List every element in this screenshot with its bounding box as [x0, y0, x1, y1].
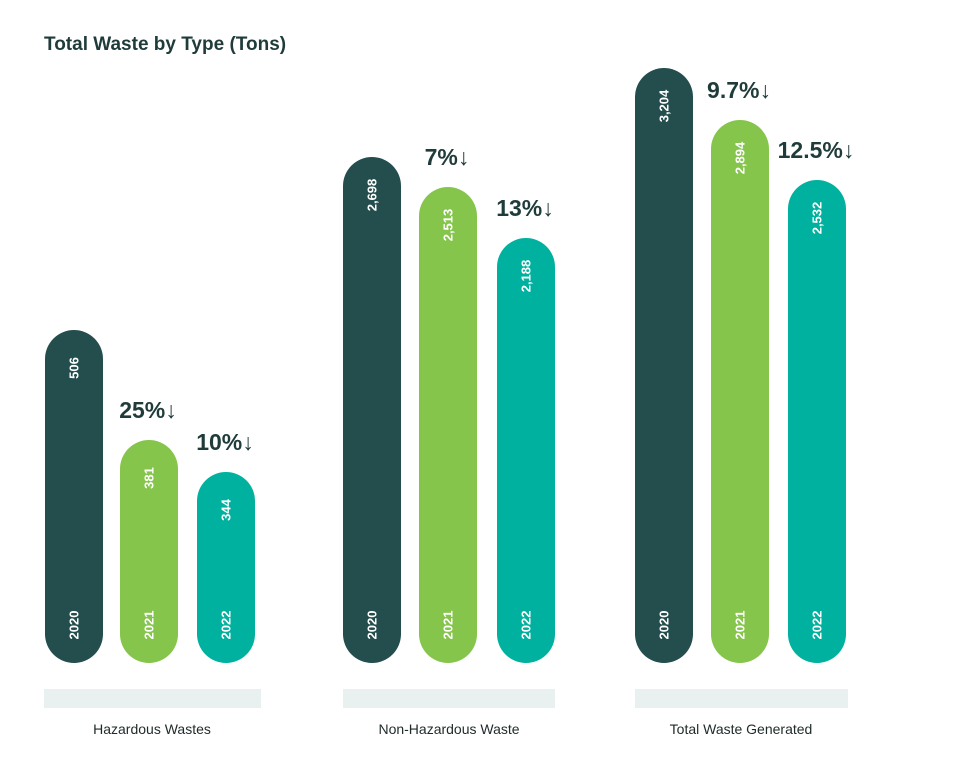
percent-change-label: 13%↓	[496, 195, 554, 221]
bar-value-label: 2,188	[519, 260, 534, 293]
bar-year-label: 2022	[219, 611, 234, 640]
bar-2022	[197, 472, 255, 663]
category-baseline	[635, 689, 848, 708]
bar-value-label: 3,204	[657, 89, 672, 122]
bar-2020	[45, 330, 103, 663]
bar-year-label: 2020	[657, 611, 672, 640]
bar-2021	[120, 440, 178, 663]
chart-title: Total Waste by Type (Tons)	[44, 34, 287, 55]
bar-2020	[635, 68, 693, 663]
bar-value-label: 2,894	[733, 141, 748, 174]
category-baseline	[44, 689, 261, 708]
bar-value-label: 344	[219, 498, 234, 520]
bar-value-label: 2,532	[810, 202, 825, 235]
percent-change-label: 10%↓	[196, 429, 254, 455]
percent-change-label: 25%↓	[119, 397, 177, 423]
bar-year-label: 2021	[142, 611, 157, 640]
percent-change-label: 7%↓	[425, 144, 470, 170]
percent-change-label: 12.5%↓	[778, 137, 855, 163]
category-baseline	[343, 689, 555, 708]
bar-year-label: 2022	[810, 611, 825, 640]
bar-2021	[711, 120, 769, 663]
bar-value-label: 381	[142, 467, 157, 489]
bar-year-label: 2021	[441, 611, 456, 640]
category-label: Non-Hazardous Waste	[378, 721, 519, 737]
bar-year-label: 2021	[733, 611, 748, 640]
bar-year-label: 2020	[365, 611, 380, 640]
bar-year-label: 2022	[519, 611, 534, 640]
percent-change-label: 9.7%↓	[707, 77, 771, 103]
bar-year-label: 2020	[67, 611, 82, 640]
bar-2022	[497, 238, 555, 663]
category-label: Total Waste Generated	[670, 721, 813, 737]
bar-value-label: 2,698	[365, 179, 380, 212]
bar-value-label: 2,513	[441, 209, 456, 242]
bar-2022	[788, 180, 846, 663]
bar-2020	[343, 157, 401, 663]
bar-2021	[419, 187, 477, 663]
bar-value-label: 506	[67, 357, 82, 379]
category-label: Hazardous Wastes	[93, 721, 211, 737]
